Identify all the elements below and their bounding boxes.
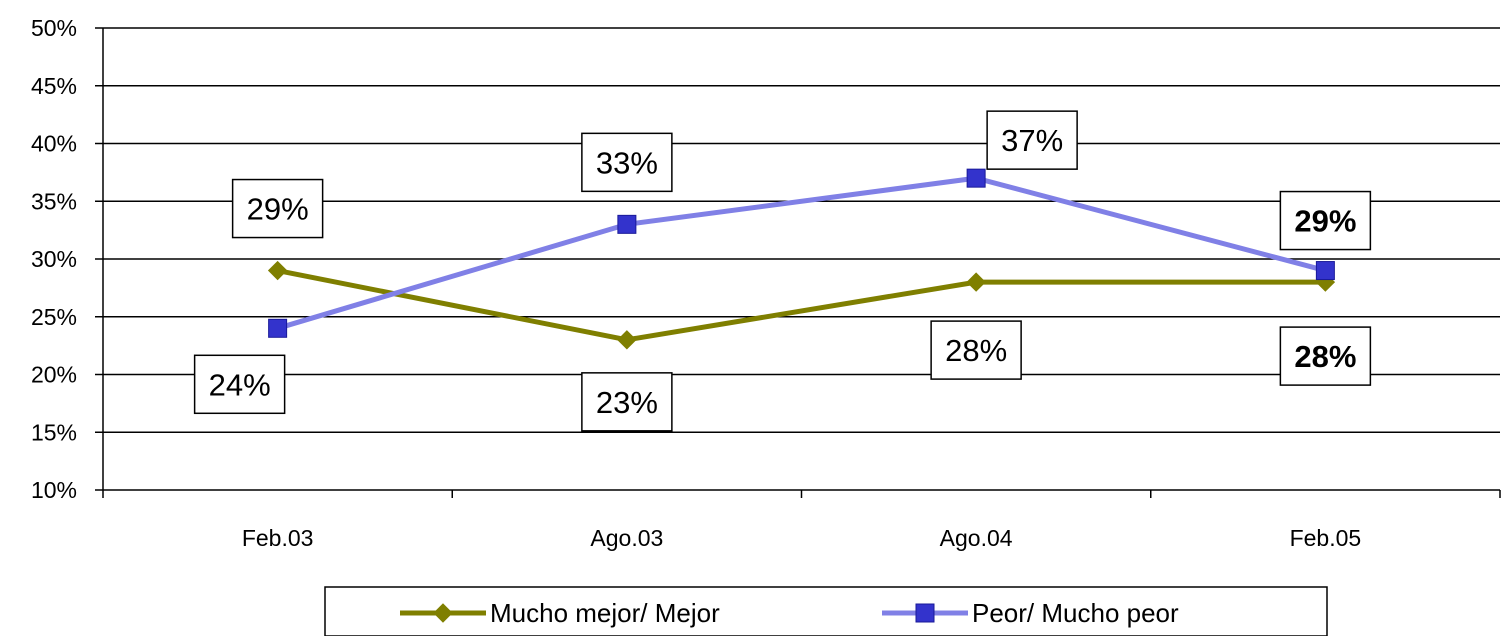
diamond-marker <box>267 260 288 281</box>
diamond-marker <box>433 603 453 623</box>
data-label-box <box>930 320 1022 380</box>
data-label: 28% <box>1294 339 1356 374</box>
data-label-box <box>1279 190 1372 251</box>
legend-box <box>324 586 1328 636</box>
data-label-box <box>1279 326 1372 386</box>
data-label-box <box>581 372 673 432</box>
data-label: 24% <box>209 367 271 402</box>
square-marker <box>915 603 935 623</box>
square-marker <box>1315 261 1335 281</box>
data-label: 28% <box>945 333 1007 368</box>
y-tick-label: 45% <box>31 73 77 99</box>
diamond-marker <box>617 330 637 350</box>
x-axis-tick-labels: Feb.03 Ago.03 Ago.04 Feb.05 <box>242 525 1361 551</box>
y-tick-label: 50% <box>31 15 77 41</box>
data-label: 37% <box>1001 123 1063 158</box>
data-label: 33% <box>596 145 658 180</box>
data-label: 23% <box>596 385 658 420</box>
square-marker <box>268 318 288 338</box>
diamond-marker <box>966 272 986 292</box>
x-tick-label: Feb.05 <box>1290 525 1362 551</box>
series-line <box>277 268 1326 343</box>
axes <box>95 27 1501 498</box>
square-marker <box>617 214 637 234</box>
legend-label: Peor/ Mucho peor <box>972 598 1179 628</box>
y-tick-label: 15% <box>31 419 77 445</box>
legend: Mucho mejor/ Mejor Peor/ Mucho peor <box>324 586 1328 636</box>
y-tick-label: 35% <box>31 188 77 214</box>
y-tick-label: 25% <box>31 304 77 330</box>
data-labels: 29% 23% 28% 28% 24% 33% 37% 29% <box>193 110 1372 432</box>
series-line <box>276 175 1327 331</box>
y-tick-label: 20% <box>31 362 77 388</box>
y-tick-label: 10% <box>31 477 77 503</box>
data-label-box <box>193 354 286 415</box>
data-label-box <box>986 110 1078 170</box>
data-label-box <box>231 178 324 239</box>
y-tick-label: 40% <box>31 131 77 157</box>
x-tick-label: Ago.03 <box>590 525 663 551</box>
y-tick-label: 30% <box>31 246 77 272</box>
y-axis-tick-labels: 10% 15% 20% 25% 30% 35% 40% 45% 50% <box>31 15 77 503</box>
legend-label: Mucho mejor/ Mejor <box>490 598 720 628</box>
x-tick-label: Feb.03 <box>242 525 314 551</box>
data-label: 29% <box>1294 204 1356 239</box>
square-marker <box>966 168 986 188</box>
data-label-box <box>581 132 673 193</box>
x-tick-label: Ago.04 <box>940 525 1013 551</box>
series <box>267 168 1336 350</box>
data-label: 29% <box>247 192 309 227</box>
